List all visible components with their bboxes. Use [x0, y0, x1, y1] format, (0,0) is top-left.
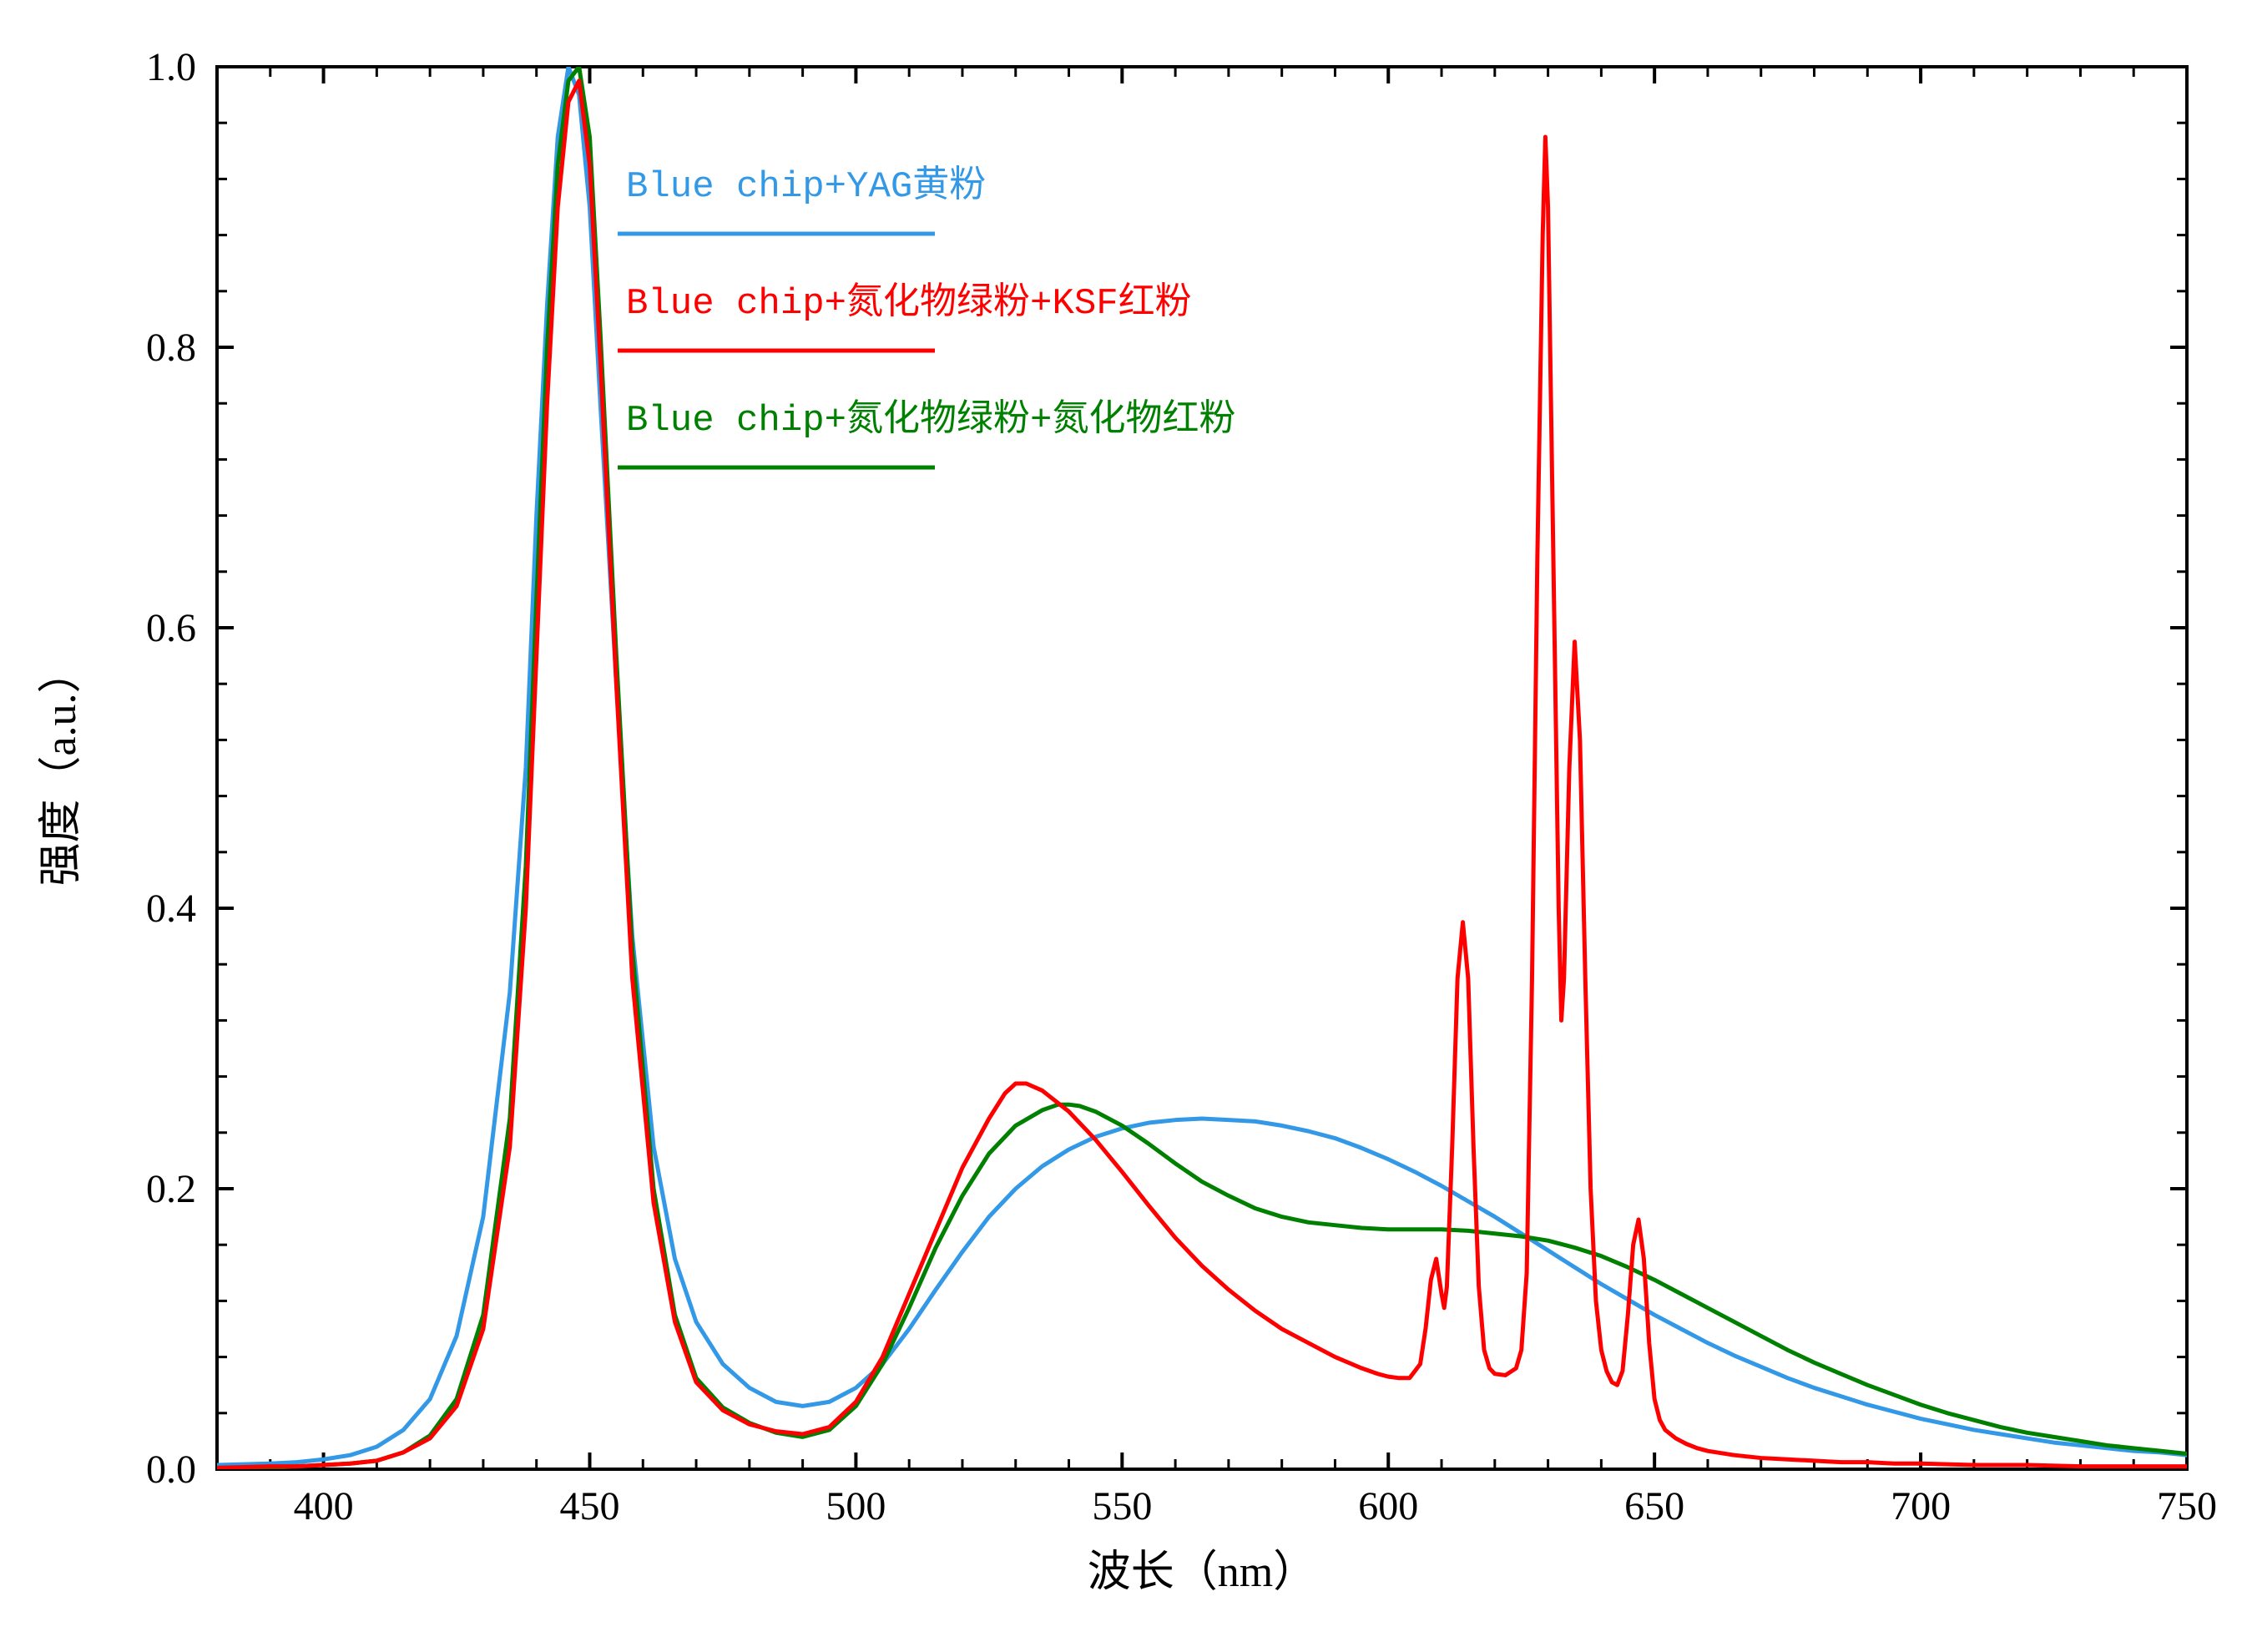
y-tick-label: 0.4 — [146, 887, 196, 931]
legend-label-red: Blue chip+氮化物绿粉+KSF红粉 — [626, 281, 1192, 325]
y-tick-label: 0.2 — [146, 1167, 196, 1211]
spectrum-chart: 400 450 500 550 600 650 700 750 波长（nm） 0.0 0.2 0.4 0… — [0, 0, 2247, 1652]
x-tick-label: 450 — [559, 1484, 619, 1528]
x-tick-label: 700 — [1891, 1484, 1951, 1528]
x-tick-label: 400 — [294, 1484, 354, 1528]
x-tick-label: 750 — [2157, 1484, 2217, 1528]
x-tick-label: 650 — [1624, 1484, 1684, 1528]
y-tick-label: 0.0 — [146, 1447, 196, 1492]
y-axis-label: 强度（a.u.） — [38, 649, 85, 886]
x-tick-label: 500 — [826, 1484, 886, 1528]
legend-label-green: Blue chip+氮化物绿粉+氮化物红粉 — [626, 398, 1235, 442]
x-axis-label: 波长（nm） — [1088, 1548, 1316, 1596]
x-tick-label: 550 — [1092, 1484, 1152, 1528]
y-tick-label: 1.0 — [146, 45, 196, 89]
x-tick-label: 600 — [1358, 1484, 1418, 1528]
chart-svg: 400 450 500 550 600 650 700 750 波长（nm） 0.0 0.2 0.4 0… — [0, 0, 2247, 1652]
legend-label-blue: Blue chip+YAG黄粉 — [626, 164, 986, 208]
y-tick-label: 0.6 — [146, 606, 196, 650]
y-tick-label: 0.8 — [146, 326, 196, 370]
